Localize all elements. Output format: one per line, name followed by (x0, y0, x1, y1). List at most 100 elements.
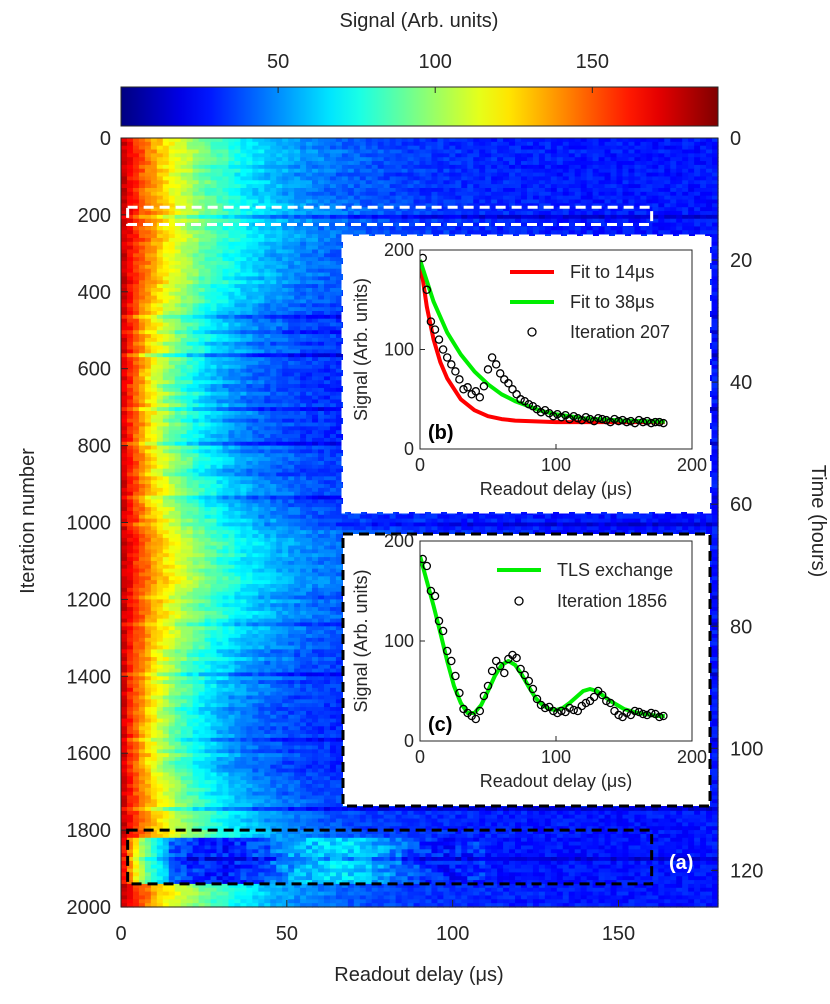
heatmap-cell (467, 219, 474, 223)
heatmap-cell (670, 161, 677, 165)
heatmap-cell (664, 223, 671, 227)
heatmap-cell (282, 176, 289, 180)
heatmap-cell (676, 173, 683, 177)
heatmap-cell (390, 161, 397, 165)
heatmap-cell (187, 196, 194, 200)
heatmap-cell (539, 173, 546, 177)
heatmap-cell (246, 326, 253, 330)
heatmap-cell (288, 284, 295, 288)
heatmap-cell (211, 184, 218, 188)
heatmap-cell (187, 230, 194, 234)
heatmap-cell (252, 138, 259, 142)
heatmap-cell (706, 153, 713, 157)
heatmap-cell (330, 150, 337, 154)
heatmap-cell (217, 257, 224, 261)
heatmap-cell (270, 265, 277, 269)
heatmap-cell (688, 176, 695, 180)
heatmap-cell (264, 269, 271, 273)
heatmap-cell (300, 180, 307, 184)
heatmap-cell (157, 188, 164, 192)
heatmap-cell (199, 296, 206, 300)
heatmap-cell (222, 157, 229, 161)
heatmap-cell (330, 299, 337, 303)
heatmap-cell (139, 299, 146, 303)
heatmap-cell (306, 276, 313, 280)
heatmap-cell (700, 142, 707, 146)
heatmap-cell (360, 138, 367, 142)
heatmap-cell (169, 250, 176, 254)
heatmap-cell (234, 169, 241, 173)
heatmap-cell (366, 157, 373, 161)
heatmap-cell (431, 230, 438, 234)
heatmap-cell (175, 265, 182, 269)
heatmap-cell (151, 296, 158, 300)
heatmap-cell (157, 326, 164, 330)
heatmap-cell (264, 215, 271, 219)
heatmap-cell (246, 315, 253, 319)
heatmap-cell (378, 150, 385, 154)
heatmap-cell (217, 192, 224, 196)
heatmap-cell (533, 138, 540, 142)
heatmap-cell (646, 192, 653, 196)
heatmap-cell (658, 219, 665, 223)
heatmap-cell (324, 234, 331, 238)
heatmap-cell (437, 226, 444, 230)
heatmap-cell (217, 169, 224, 173)
heatmap-cell (276, 142, 283, 146)
heatmap-cell (163, 246, 170, 250)
heatmap-cell (163, 150, 170, 154)
heatmap-cell (193, 319, 200, 323)
heatmap-cell (563, 230, 570, 234)
heatmap-cell (443, 176, 450, 180)
heatmap-cell (270, 196, 277, 200)
heatmap-cell (276, 250, 283, 254)
heatmap-cell (318, 250, 325, 254)
heatmap-cell (276, 288, 283, 292)
heatmap-cell (151, 142, 158, 146)
heatmap-cell (617, 169, 624, 173)
heatmap-cell (121, 196, 128, 200)
heatmap-cell (222, 226, 229, 230)
heatmap-cell (467, 211, 474, 215)
heatmap-cell (437, 146, 444, 150)
heatmap-cell (330, 188, 337, 192)
heatmap-cell (127, 253, 134, 257)
heatmap-cell (366, 176, 373, 180)
heatmap-cell (485, 200, 492, 204)
heatmap-cell (551, 161, 558, 165)
heatmap-cell (593, 215, 600, 219)
heatmap-cell (145, 265, 152, 269)
heatmap-cell (252, 307, 259, 311)
heatmap-cell (652, 180, 659, 184)
heatmap-cell (473, 196, 480, 200)
heatmap-cell (611, 153, 618, 157)
heatmap-cell (258, 246, 265, 250)
heatmap-cell (634, 165, 641, 169)
heatmap-cell (306, 280, 313, 284)
heatmap-cell (199, 326, 206, 330)
heatmap-cell (169, 153, 176, 157)
heatmap-cell (348, 230, 355, 234)
heatmap-cell (467, 142, 474, 146)
heatmap-cell (473, 157, 480, 161)
heatmap-cell (246, 176, 253, 180)
heatmap-cell (617, 138, 624, 142)
heatmap-cell (461, 176, 468, 180)
heatmap-cell (437, 176, 444, 180)
heatmap-cell (145, 219, 152, 223)
heatmap-cell (443, 180, 450, 184)
heatmap-cell (294, 253, 301, 257)
heatmap-cell (425, 142, 432, 146)
heatmap-cell (670, 230, 677, 234)
heatmap-cell (336, 192, 343, 196)
heatmap-cell (605, 180, 612, 184)
heatmap-cell (211, 299, 218, 303)
heatmap-cell (145, 165, 152, 169)
heatmap-cell (127, 226, 134, 230)
heatmap-cell (282, 138, 289, 142)
heatmap-cell (193, 296, 200, 300)
heatmap-cell (193, 307, 200, 311)
heatmap-cell (336, 157, 343, 161)
heatmap-cell (545, 161, 552, 165)
heatmap-cell (300, 326, 307, 330)
